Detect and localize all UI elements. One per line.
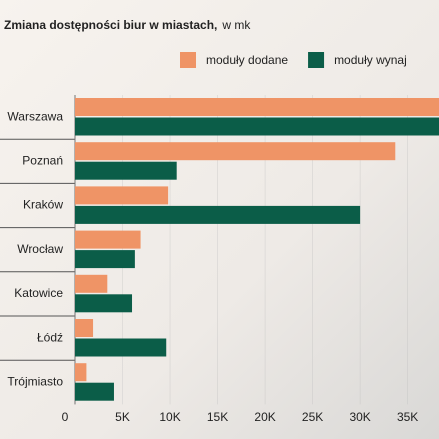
y-tick-label: Wrocław <box>17 242 63 256</box>
bar <box>75 161 177 180</box>
y-tick-label: Trójmiasto <box>7 374 63 388</box>
bar <box>75 338 167 357</box>
bar <box>75 142 396 161</box>
bar <box>75 230 141 249</box>
y-tick-label: Kraków <box>23 198 63 212</box>
x-tick-label: 20K <box>254 410 275 424</box>
chart-title: Zmiana dostępności biur w miastach, <box>4 18 217 32</box>
x-tick-label: 10K <box>159 410 180 424</box>
bar <box>75 205 361 224</box>
bar <box>75 250 135 269</box>
y-tick-label: Warszawa <box>7 109 63 123</box>
legend-label: moduły wynaj <box>334 53 407 67</box>
legend-label: moduły dodane <box>206 53 288 67</box>
y-tick-label: Katowice <box>14 286 63 300</box>
bar <box>75 117 439 136</box>
bar <box>75 294 133 313</box>
x-tick-label: 35K <box>397 410 418 424</box>
bar <box>75 382 114 401</box>
legend-swatch <box>308 52 325 68</box>
y-tick-label: Łódź <box>37 330 63 344</box>
x-tick-label: 25K <box>302 410 323 424</box>
bar <box>75 186 169 205</box>
legend-swatch <box>180 52 196 68</box>
bar <box>75 319 94 337</box>
y-tick-label: Poznań <box>22 153 63 167</box>
x-tick-label: 15K <box>207 410 228 424</box>
x-tick-label: 5K <box>115 410 130 424</box>
bar <box>75 363 87 382</box>
bar <box>75 274 108 293</box>
x-tick-label: 0 <box>62 410 69 424</box>
chart-subtitle: w mk <box>221 18 251 32</box>
bar <box>75 98 439 116</box>
x-tick-label: 30K <box>349 410 370 424</box>
